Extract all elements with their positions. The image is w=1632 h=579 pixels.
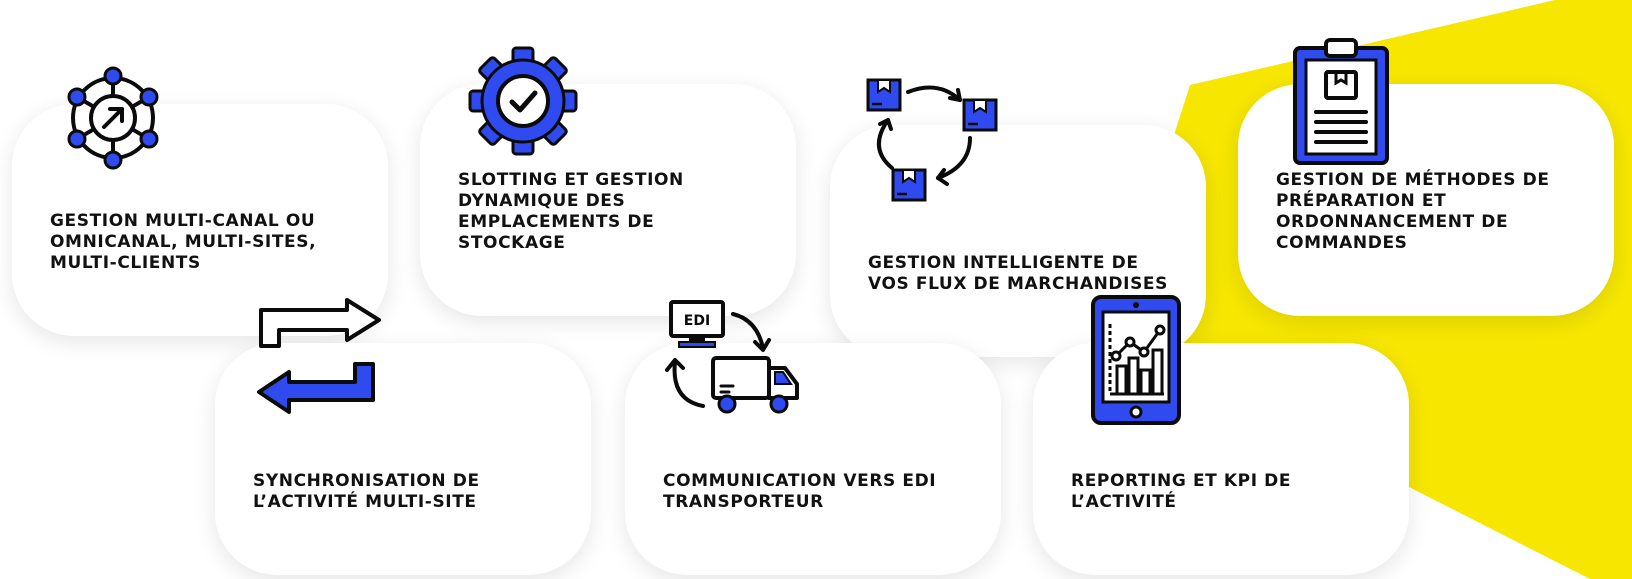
feature-label: GESTION MULTI-CANAL OU OMNICANAL, MULTI-… [50, 211, 317, 273]
boxes-cycle-icon [866, 78, 1000, 206]
network-arrow-icon [60, 64, 166, 174]
edi-truck-icon: EDI [665, 300, 801, 420]
gear-check-icon [468, 46, 578, 156]
feature-label: GESTION INTELLIGENTE DE VOS FLUX DE MARC… [868, 253, 1168, 294]
tablet-chart-icon [1090, 294, 1182, 426]
feature-card-slotting: SLOTTING ET GESTION DYNAMIQUE DES EMPLAC… [420, 84, 796, 316]
feature-label: SYNCHRONISATION DE L’ACTIVITÉ MULTI-SITE [253, 471, 480, 512]
sync-arrows-icon [257, 298, 381, 422]
feature-label: GESTION DE MÉTHODES DE PRÉPARATION ET OR… [1276, 170, 1550, 253]
feature-label: REPORTING ET KPI DE L’ACTIVITÉ [1071, 471, 1292, 512]
feature-card-edi: COMMUNICATION VERS EDI TRANSPORTEUR [625, 343, 1001, 575]
clipboard-icon [1292, 36, 1390, 166]
edi-text: EDI [684, 313, 710, 329]
feature-label: SLOTTING ET GESTION DYNAMIQUE DES EMPLAC… [458, 170, 684, 253]
feature-label: COMMUNICATION VERS EDI TRANSPORTEUR [663, 471, 937, 512]
feature-card-multichannel: GESTION MULTI-CANAL OU OMNICANAL, MULTI-… [12, 104, 388, 336]
